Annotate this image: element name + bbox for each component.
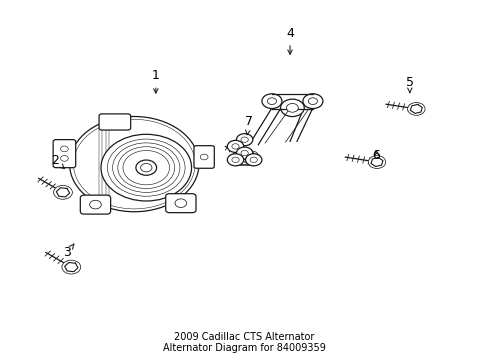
Circle shape bbox=[175, 199, 186, 207]
Circle shape bbox=[280, 99, 304, 117]
FancyBboxPatch shape bbox=[99, 114, 130, 130]
Polygon shape bbox=[64, 262, 78, 272]
Polygon shape bbox=[244, 153, 256, 161]
Circle shape bbox=[241, 137, 248, 142]
Text: 5: 5 bbox=[405, 76, 413, 93]
Circle shape bbox=[227, 154, 243, 166]
Circle shape bbox=[407, 103, 424, 115]
Circle shape bbox=[89, 200, 101, 209]
Circle shape bbox=[62, 260, 81, 274]
Circle shape bbox=[249, 157, 257, 162]
Circle shape bbox=[54, 185, 72, 199]
Polygon shape bbox=[370, 158, 382, 167]
Circle shape bbox=[236, 147, 252, 159]
Circle shape bbox=[69, 117, 199, 212]
Polygon shape bbox=[253, 108, 312, 145]
Text: 4: 4 bbox=[285, 27, 293, 54]
Polygon shape bbox=[409, 104, 422, 113]
Text: 2009 Cadillac CTS Alternator: 2009 Cadillac CTS Alternator bbox=[174, 332, 314, 342]
Circle shape bbox=[61, 146, 68, 152]
Circle shape bbox=[302, 94, 322, 108]
Circle shape bbox=[367, 156, 385, 168]
FancyBboxPatch shape bbox=[80, 195, 110, 214]
Circle shape bbox=[245, 154, 262, 166]
Text: 3: 3 bbox=[63, 244, 74, 259]
Circle shape bbox=[236, 134, 252, 146]
Text: Alternator Diagram for 84009359: Alternator Diagram for 84009359 bbox=[163, 343, 325, 352]
Circle shape bbox=[241, 150, 259, 163]
Text: 7: 7 bbox=[245, 115, 253, 135]
Polygon shape bbox=[370, 158, 382, 167]
Polygon shape bbox=[56, 188, 69, 197]
FancyBboxPatch shape bbox=[53, 140, 76, 168]
Polygon shape bbox=[56, 188, 69, 197]
Text: 2: 2 bbox=[51, 154, 64, 169]
FancyBboxPatch shape bbox=[165, 194, 196, 213]
Polygon shape bbox=[244, 153, 256, 161]
Circle shape bbox=[227, 140, 243, 152]
Circle shape bbox=[267, 98, 276, 104]
Circle shape bbox=[136, 160, 156, 175]
Circle shape bbox=[241, 150, 248, 156]
Circle shape bbox=[200, 154, 207, 160]
Polygon shape bbox=[64, 262, 78, 272]
Circle shape bbox=[101, 134, 191, 201]
Circle shape bbox=[262, 94, 282, 108]
Circle shape bbox=[231, 144, 239, 149]
Circle shape bbox=[231, 157, 239, 162]
FancyBboxPatch shape bbox=[194, 146, 214, 168]
Polygon shape bbox=[409, 104, 422, 113]
Circle shape bbox=[140, 163, 152, 172]
Text: 6: 6 bbox=[371, 149, 380, 162]
Circle shape bbox=[308, 98, 317, 104]
Circle shape bbox=[61, 156, 68, 161]
Circle shape bbox=[286, 103, 298, 112]
Text: 1: 1 bbox=[152, 69, 160, 93]
